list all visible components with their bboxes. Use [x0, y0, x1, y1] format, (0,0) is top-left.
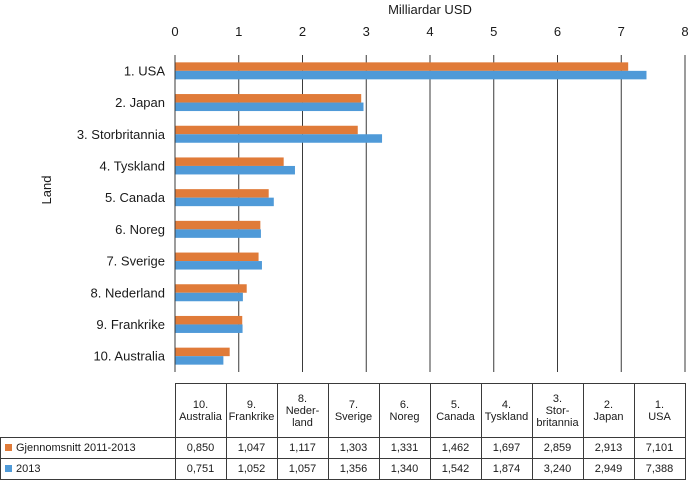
legend-swatch — [5, 465, 12, 472]
table-cell: 1,331 — [378, 437, 431, 459]
bar-2013 — [175, 165, 295, 175]
bar-avg-2011-2013 — [175, 347, 230, 357]
table-cell: 1,117 — [276, 437, 329, 459]
x-tick-label: 7 — [618, 24, 625, 39]
category-label: 7. Sverige — [106, 254, 165, 269]
category-label: 10. Australia — [93, 349, 165, 364]
category-label: 6. Noreg — [115, 222, 165, 237]
table-col-header: 3. Stor- britannia — [531, 383, 584, 438]
table-cell: 1,340 — [378, 458, 431, 480]
bars — [175, 62, 647, 365]
bar-2013 — [175, 70, 647, 80]
bar-2013 — [175, 197, 274, 207]
table-cell: 1,697 — [480, 437, 533, 459]
table-header-row: 10. Australia 9. Frankrike 8. Neder- lan… — [0, 383, 686, 438]
table-cell: 0,751 — [174, 458, 227, 480]
table-col-header: 8. Neder- land — [276, 383, 329, 438]
table-col-header: 10. Australia — [174, 383, 227, 438]
category-label: 8. Nederland — [91, 285, 165, 300]
table-col-header: 2. Japan — [582, 383, 635, 438]
x-tick-label: 2 — [299, 24, 306, 39]
table-cell: 1,356 — [327, 458, 380, 480]
bar-2013 — [175, 292, 243, 302]
bar-2013 — [175, 229, 261, 238]
category-label: 5. Canada — [105, 190, 166, 205]
table-cell: 1,052 — [225, 458, 278, 480]
table-cell: 1,303 — [327, 437, 380, 459]
table-cell: 2,859 — [531, 437, 584, 459]
bar-chart: 0 1 2 3 4 5 6 7 8 1. USA 2. Japan 3. Storbritannia… — [39, 2, 689, 372]
table-cell: 2,913 — [582, 437, 635, 459]
data-table: 10. Australia 9. Frankrike 8. Neder- lan… — [0, 383, 686, 480]
bar-avg-2011-2013 — [175, 125, 358, 135]
bar-avg-2011-2013 — [175, 284, 247, 293]
table-corner — [0, 383, 176, 438]
table-row: 2013 0,751 1,052 1,057 1,356 1,340 1,542… — [0, 458, 686, 480]
category-label: 4. Tyskland — [99, 158, 165, 173]
table-cell: 7,388 — [633, 458, 686, 480]
bar-2013 — [175, 134, 383, 143]
x-tick-label: 6 — [554, 24, 561, 39]
table-cell: 7,101 — [633, 437, 686, 459]
table-cell: 2,949 — [582, 458, 635, 480]
category-label: 1. USA — [124, 63, 166, 78]
category-label: 9. Frankrike — [96, 317, 165, 332]
legend-entry: 2013 — [0, 458, 176, 480]
x-tick-label: 3 — [363, 24, 370, 39]
table-col-header: 7. Sverige — [327, 383, 380, 438]
legend-entry: Gjennomsnitt 2011-2013 — [0, 437, 176, 459]
table-cell: 3,240 — [531, 458, 584, 480]
table-col-header: 4. Tyskland — [480, 383, 533, 438]
table-cell: 1,874 — [480, 458, 533, 480]
x-tick-label: 4 — [426, 24, 433, 39]
category-label: 3. Storbritannia — [77, 127, 166, 142]
x-tick-labels: 0 1 2 3 4 5 6 7 8 — [171, 24, 688, 39]
x-tick-label: 0 — [171, 24, 178, 39]
table-col-header: 6. Noreg — [378, 383, 431, 438]
x-axis-title: Milliardar USD — [388, 2, 472, 17]
x-tick-label: 5 — [490, 24, 497, 39]
bar-avg-2011-2013 — [175, 315, 243, 325]
y-axis-title: Land — [39, 176, 54, 205]
x-tick-label: 8 — [681, 24, 688, 39]
bar-avg-2011-2013 — [175, 157, 284, 166]
legend-swatch — [5, 444, 12, 451]
table-col-header: 5. Canada — [429, 383, 482, 438]
table-cell: 1,462 — [429, 437, 482, 459]
bar-2013 — [175, 102, 364, 112]
legend-label: Gjennomsnitt 2011-2013 — [16, 442, 136, 454]
table-col-header: 9. Frankrike — [225, 383, 278, 438]
x-tick-label: 1 — [235, 24, 242, 39]
table-cell: 1,542 — [429, 458, 482, 480]
bar-2013 — [175, 356, 224, 365]
table-cell: 1,057 — [276, 458, 329, 480]
bar-2013 — [175, 324, 243, 333]
category-label: 2. Japan — [115, 95, 165, 110]
bar-avg-2011-2013 — [175, 62, 629, 71]
bar-avg-2011-2013 — [175, 252, 259, 262]
bar-avg-2011-2013 — [175, 189, 269, 198]
category-labels: 1. USA 2. Japan 3. Storbritannia 4. Tysklan… — [77, 63, 166, 363]
table-col-header: 1. USA — [633, 383, 686, 438]
bar-2013 — [175, 261, 262, 270]
table-cell: 0,850 — [174, 437, 227, 459]
bar-avg-2011-2013 — [175, 94, 362, 103]
legend-label: 2013 — [16, 463, 41, 475]
bar-avg-2011-2013 — [175, 220, 261, 230]
table-row: Gjennomsnitt 2011-2013 0,850 1,047 1,117… — [0, 437, 686, 459]
table-cell: 1,047 — [225, 437, 278, 459]
